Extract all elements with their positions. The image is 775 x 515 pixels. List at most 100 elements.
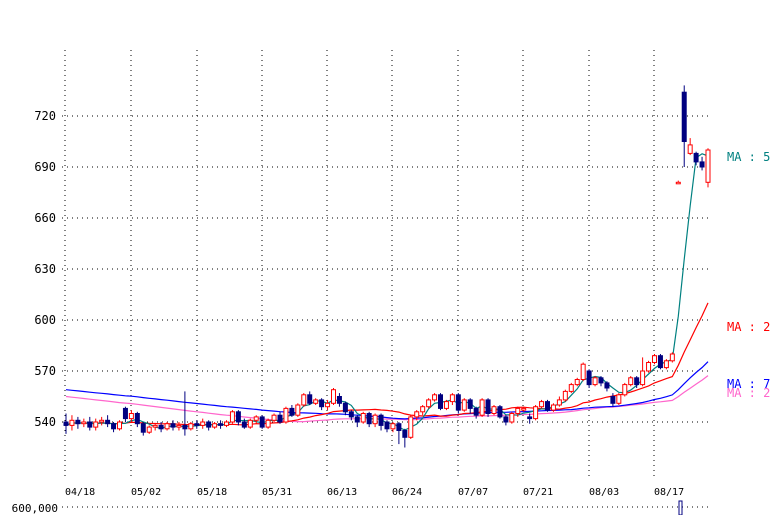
candle-body	[164, 423, 170, 430]
candle-body	[69, 419, 75, 426]
candle-body	[75, 419, 81, 425]
candle-body	[449, 394, 455, 403]
candle-body	[426, 399, 432, 408]
candle-body	[360, 413, 366, 423]
candle-body	[455, 394, 461, 411]
candle-body	[117, 421, 122, 430]
candle-body	[128, 413, 134, 420]
candle-body	[342, 402, 348, 413]
candle-body	[497, 406, 503, 418]
candle-body	[580, 363, 586, 381]
candle-body	[93, 421, 99, 428]
candle-body	[515, 407, 521, 414]
volume-panel: 600,000	[12, 500, 712, 515]
candle-body	[105, 419, 111, 425]
volume-tick-label: 600,000	[12, 502, 58, 515]
candle-body	[699, 161, 705, 168]
candle-body	[134, 413, 140, 425]
candle-body	[592, 377, 598, 386]
candle-body	[277, 414, 283, 423]
candle-body	[122, 407, 128, 420]
y-tick-label: 630	[34, 262, 56, 276]
candle-body	[271, 414, 277, 421]
candle-body	[663, 360, 669, 369]
candle-body	[693, 152, 699, 163]
candle-body	[443, 401, 449, 409]
candle-body	[420, 406, 426, 413]
candle-body	[705, 149, 711, 183]
chart-grid	[62, 50, 712, 478]
moving-average-legend: MA : 5MA : 2MA : 7MA : 2	[727, 150, 770, 400]
candle-body	[336, 396, 342, 404]
candle-body	[301, 394, 307, 406]
candle-body	[414, 411, 420, 418]
candle-body	[194, 423, 200, 426]
x-tick-label: 08/03	[589, 487, 619, 498]
candle-body	[396, 423, 402, 432]
candle-body	[610, 396, 616, 404]
candle-body	[111, 423, 117, 430]
candle-body	[527, 416, 533, 420]
candle-body	[550, 404, 556, 411]
candle-body	[289, 407, 295, 416]
candle-body	[568, 384, 574, 392]
candle-body	[259, 416, 265, 428]
candle-body	[319, 399, 325, 408]
candle-body	[556, 399, 562, 406]
y-tick-label: 720	[34, 109, 56, 123]
candle-body	[325, 402, 331, 408]
candle-body	[669, 353, 675, 362]
candle-body	[533, 406, 539, 420]
candle-body	[152, 424, 158, 428]
volume-bar	[678, 500, 683, 515]
candle-body	[218, 423, 224, 426]
y-axis: 720 690 660 630 600 570 540	[34, 109, 56, 429]
candle-body	[99, 419, 105, 423]
candle-body	[646, 362, 652, 372]
x-tick-label: 05/02	[131, 487, 161, 498]
ma-75-line	[65, 361, 709, 420]
candle-body	[681, 91, 687, 142]
candle-body	[170, 423, 176, 428]
candle-body	[235, 411, 241, 423]
y-tick-label: 570	[34, 364, 56, 378]
candle-body	[247, 419, 253, 428]
candle-body	[687, 144, 693, 154]
candlesticks	[63, 85, 711, 448]
candle-body	[586, 370, 592, 386]
candle-body	[491, 406, 497, 415]
candle-body	[485, 399, 491, 414]
ma-label: MA : 5	[727, 150, 770, 164]
candle-body	[200, 421, 206, 426]
candle-body	[640, 370, 646, 386]
ma-label: MA : 2	[727, 386, 770, 400]
candle-body	[461, 399, 467, 411]
candle-body	[372, 414, 378, 425]
candle-body	[408, 416, 414, 438]
x-tick-label: 07/07	[458, 487, 488, 498]
candle-body	[146, 426, 152, 433]
candle-body	[265, 419, 271, 428]
candle-body	[402, 430, 408, 438]
candle-body	[348, 411, 354, 418]
candle-body	[354, 416, 360, 423]
candle-body	[307, 394, 313, 404]
candle-body	[604, 382, 610, 389]
candle-body	[366, 413, 372, 425]
candle-body	[521, 407, 527, 411]
candle-body	[574, 379, 580, 386]
candle-body	[140, 423, 146, 433]
candle-body	[622, 384, 628, 396]
candle-body	[378, 414, 384, 426]
x-tick-label: 07/21	[523, 487, 553, 498]
y-tick-label: 690	[34, 160, 56, 174]
candle-body	[467, 399, 473, 409]
candle-body	[283, 407, 289, 423]
candle-body	[241, 421, 247, 428]
ma-5-line	[65, 153, 709, 431]
x-tick-label: 06/13	[327, 487, 357, 498]
moving-average-lines	[65, 153, 709, 431]
x-tick-label: 05/18	[197, 487, 227, 498]
x-tick-label: 05/31	[262, 487, 292, 498]
candle-body	[87, 421, 93, 428]
